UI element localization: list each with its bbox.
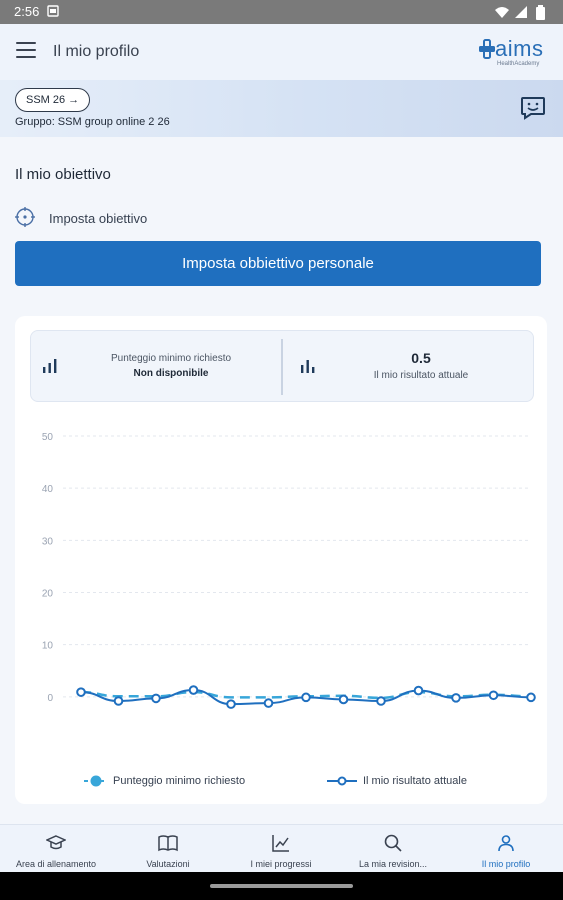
hamburger-menu-icon[interactable] bbox=[16, 42, 36, 58]
current-score-point bbox=[376, 696, 386, 706]
search-icon bbox=[384, 834, 402, 852]
aims-logo: aims HealthAcademy bbox=[479, 36, 549, 70]
stats-divider bbox=[281, 339, 283, 395]
current-score-point bbox=[413, 685, 424, 696]
min-score-value: Non disponibile bbox=[133, 368, 209, 379]
current-score-point bbox=[151, 693, 161, 704]
nav-label-evaluations: Valutazioni bbox=[146, 859, 190, 869]
current-score-point bbox=[76, 687, 86, 697]
legend-line-circle-icon bbox=[327, 776, 357, 786]
current-score-point bbox=[301, 692, 311, 703]
wifi-icon bbox=[495, 7, 509, 18]
current-score-point bbox=[338, 694, 349, 705]
ssm-chip[interactable]: SSM 26 → bbox=[15, 88, 91, 112]
nav-item-progress[interactable]: I miei progressi bbox=[225, 825, 337, 873]
trend-chart-icon bbox=[272, 835, 289, 852]
nav-label-training-area: Area di allenamento bbox=[15, 859, 97, 869]
screenshot-notification-icon bbox=[47, 5, 59, 17]
legend-dashed-dot-icon bbox=[84, 775, 108, 787]
open-book-icon bbox=[158, 835, 178, 852]
current-score-title: Il mio risultato attuale bbox=[373, 370, 469, 381]
logo-cross-icon bbox=[479, 39, 495, 59]
group-banner: SSM 26 → Gruppo: SSM group online 2 26 bbox=[0, 80, 563, 137]
y-tick-label: 20 bbox=[42, 589, 54, 600]
stats-panel: Punteggio minimo richiesto Non disponibi… bbox=[30, 330, 534, 402]
current-score-point bbox=[113, 696, 124, 706]
set-personal-objective-button[interactable]: Imposta obbiettivo personale bbox=[15, 241, 541, 286]
legend-min-score: Punteggio minimo richiesto bbox=[83, 774, 283, 790]
current-score-value: 0.5 bbox=[411, 350, 431, 366]
nav-label-progress: I miei progressi bbox=[250, 859, 312, 869]
home-gesture-handle[interactable] bbox=[210, 884, 353, 888]
y-tick-label: 10 bbox=[42, 641, 54, 652]
y-tick-label: 30 bbox=[42, 536, 54, 547]
logo-text: aims bbox=[495, 36, 544, 61]
group-label: Gruppo: SSM group online 2 26 bbox=[15, 116, 170, 128]
nav-item-profile[interactable]: Il mio profilo bbox=[450, 825, 562, 873]
y-tick-label: 0 bbox=[47, 693, 53, 704]
y-tick-label: 40 bbox=[42, 484, 54, 495]
target-icon bbox=[15, 207, 35, 227]
nav-item-training-area[interactable]: Area di allenamento bbox=[0, 825, 112, 873]
status-time: 2:56 bbox=[14, 4, 40, 19]
app-bar: Il mio profilo aims HealthAcademy bbox=[0, 24, 563, 80]
legend-current-score: Il mio risultato attuale bbox=[327, 774, 527, 790]
page-title: Il mio profilo bbox=[53, 43, 140, 60]
graduation-cap-icon bbox=[46, 835, 66, 850]
y-tick-label: -10 bbox=[39, 745, 54, 746]
score-line-chart: 50 40 30 20 10 0 -10 bbox=[39, 432, 536, 746]
chat-support-icon[interactable] bbox=[520, 96, 546, 120]
nav-item-evaluations[interactable]: Valutazioni bbox=[112, 825, 224, 873]
user-icon bbox=[498, 835, 514, 852]
current-score-point bbox=[263, 698, 274, 708]
bar-chart-icon bbox=[301, 360, 315, 373]
score-card: Punteggio minimo richiesto Non disponibi… bbox=[15, 316, 547, 804]
bar-chart-icon bbox=[43, 359, 57, 373]
current-score-point bbox=[188, 685, 199, 695]
bottom-navigation: Area di allenamento Valutazioni I miei p… bbox=[0, 824, 563, 873]
current-score-point bbox=[488, 690, 499, 701]
min-score-title: Punteggio minimo richiesto bbox=[110, 353, 232, 364]
current-score-point bbox=[226, 699, 236, 709]
objective-section-title: Il mio obiettivo bbox=[15, 166, 111, 183]
legend-min-score-label: Punteggio minimo richiesto bbox=[113, 775, 246, 787]
signal-icon bbox=[515, 6, 527, 18]
system-navigation-bar bbox=[0, 872, 563, 900]
logo-subtext: HealthAcademy bbox=[497, 61, 540, 67]
battery-icon bbox=[536, 5, 545, 20]
current-score-point bbox=[451, 693, 461, 703]
legend-current-score-label: Il mio risultato attuale bbox=[363, 775, 467, 787]
nav-label-profile: Il mio profilo bbox=[481, 859, 531, 869]
nav-item-revision[interactable]: La mia revision... bbox=[337, 825, 449, 873]
nav-label-revision: La mia revision... bbox=[358, 859, 428, 869]
set-objective-label: Imposta obiettivo bbox=[49, 211, 148, 226]
y-tick-label: 50 bbox=[42, 432, 54, 443]
status-bar: 2:56 bbox=[0, 0, 563, 24]
current-score-point bbox=[526, 692, 536, 703]
